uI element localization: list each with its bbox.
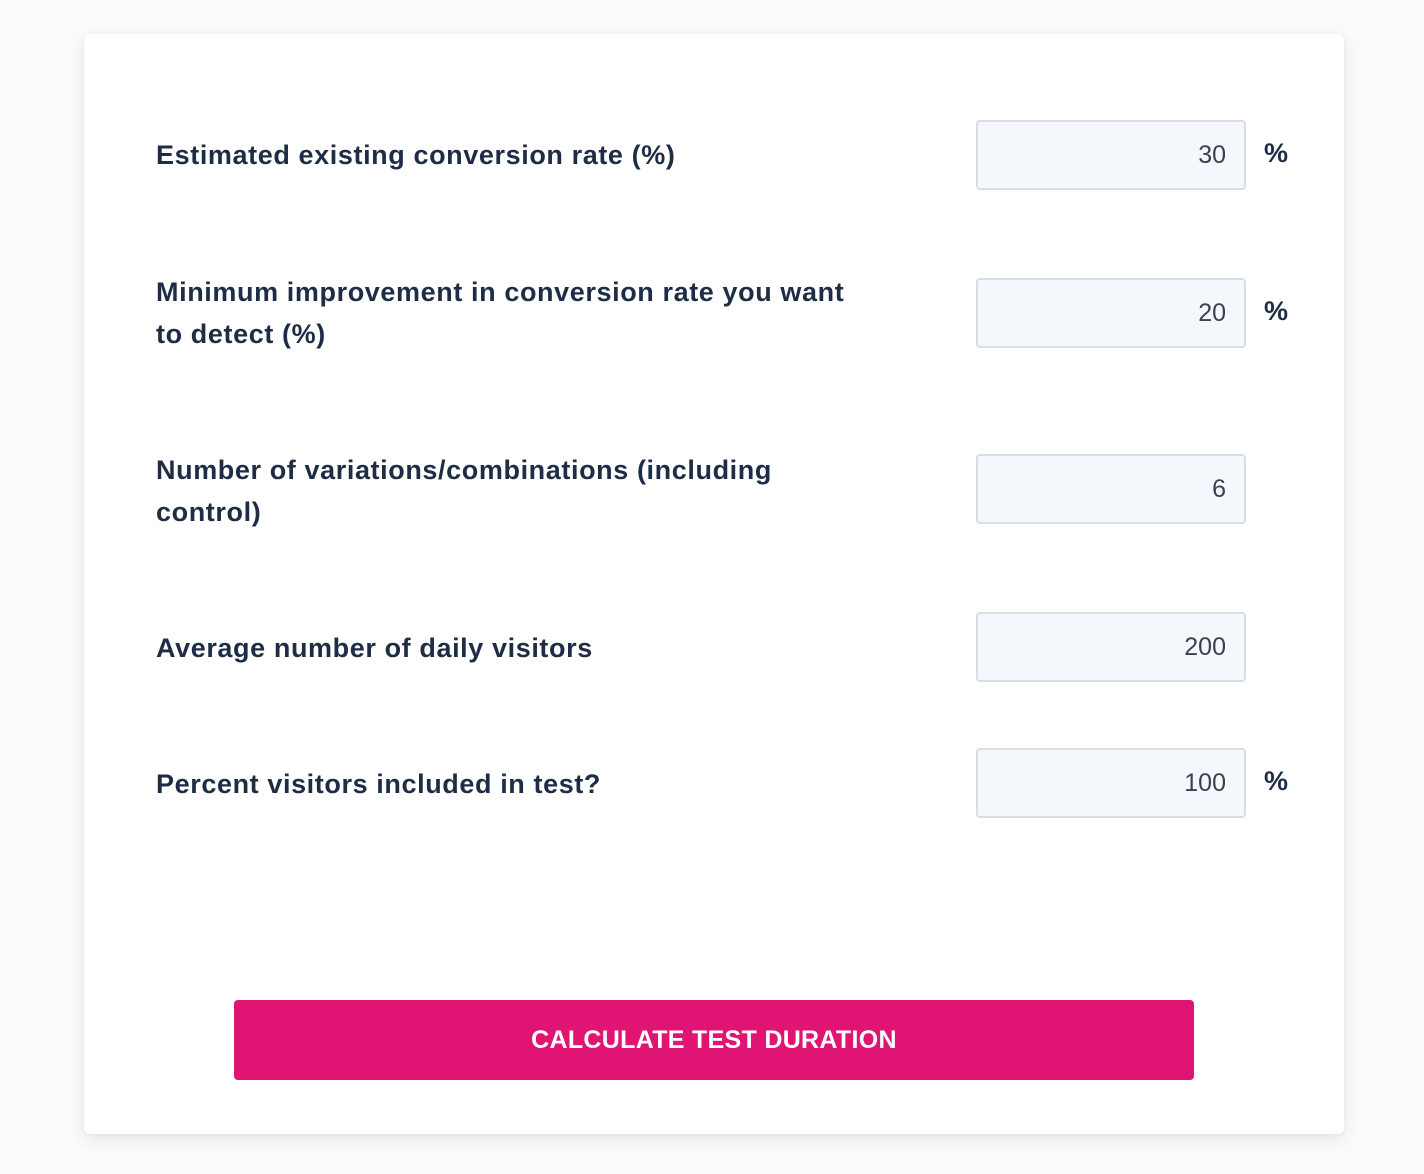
unit-label: % [1264, 138, 1289, 168]
calculator-card: Estimated existing conversion rate (%) %… [84, 34, 1344, 1134]
calculate-test-duration-button[interactable]: CALCULATE TEST DURATION [234, 1000, 1194, 1080]
field-label: Number of variations/combinations (inclu… [156, 455, 772, 527]
field-label: Minimum improvement in conversion rate y… [156, 277, 845, 349]
unit-label: % [1264, 766, 1289, 796]
field-label: Estimated existing conversion rate (%) [156, 140, 676, 170]
variations-input[interactable] [976, 454, 1246, 524]
daily-visitors-input[interactable] [976, 612, 1246, 682]
conversion-rate-input[interactable] [976, 120, 1246, 190]
unit-label: % [1264, 296, 1289, 326]
min-improvement-input[interactable] [976, 278, 1246, 348]
percent-visitors-input[interactable] [976, 748, 1246, 818]
field-label: Percent visitors included in test? [156, 769, 602, 799]
field-label: Average number of daily visitors [156, 633, 593, 663]
